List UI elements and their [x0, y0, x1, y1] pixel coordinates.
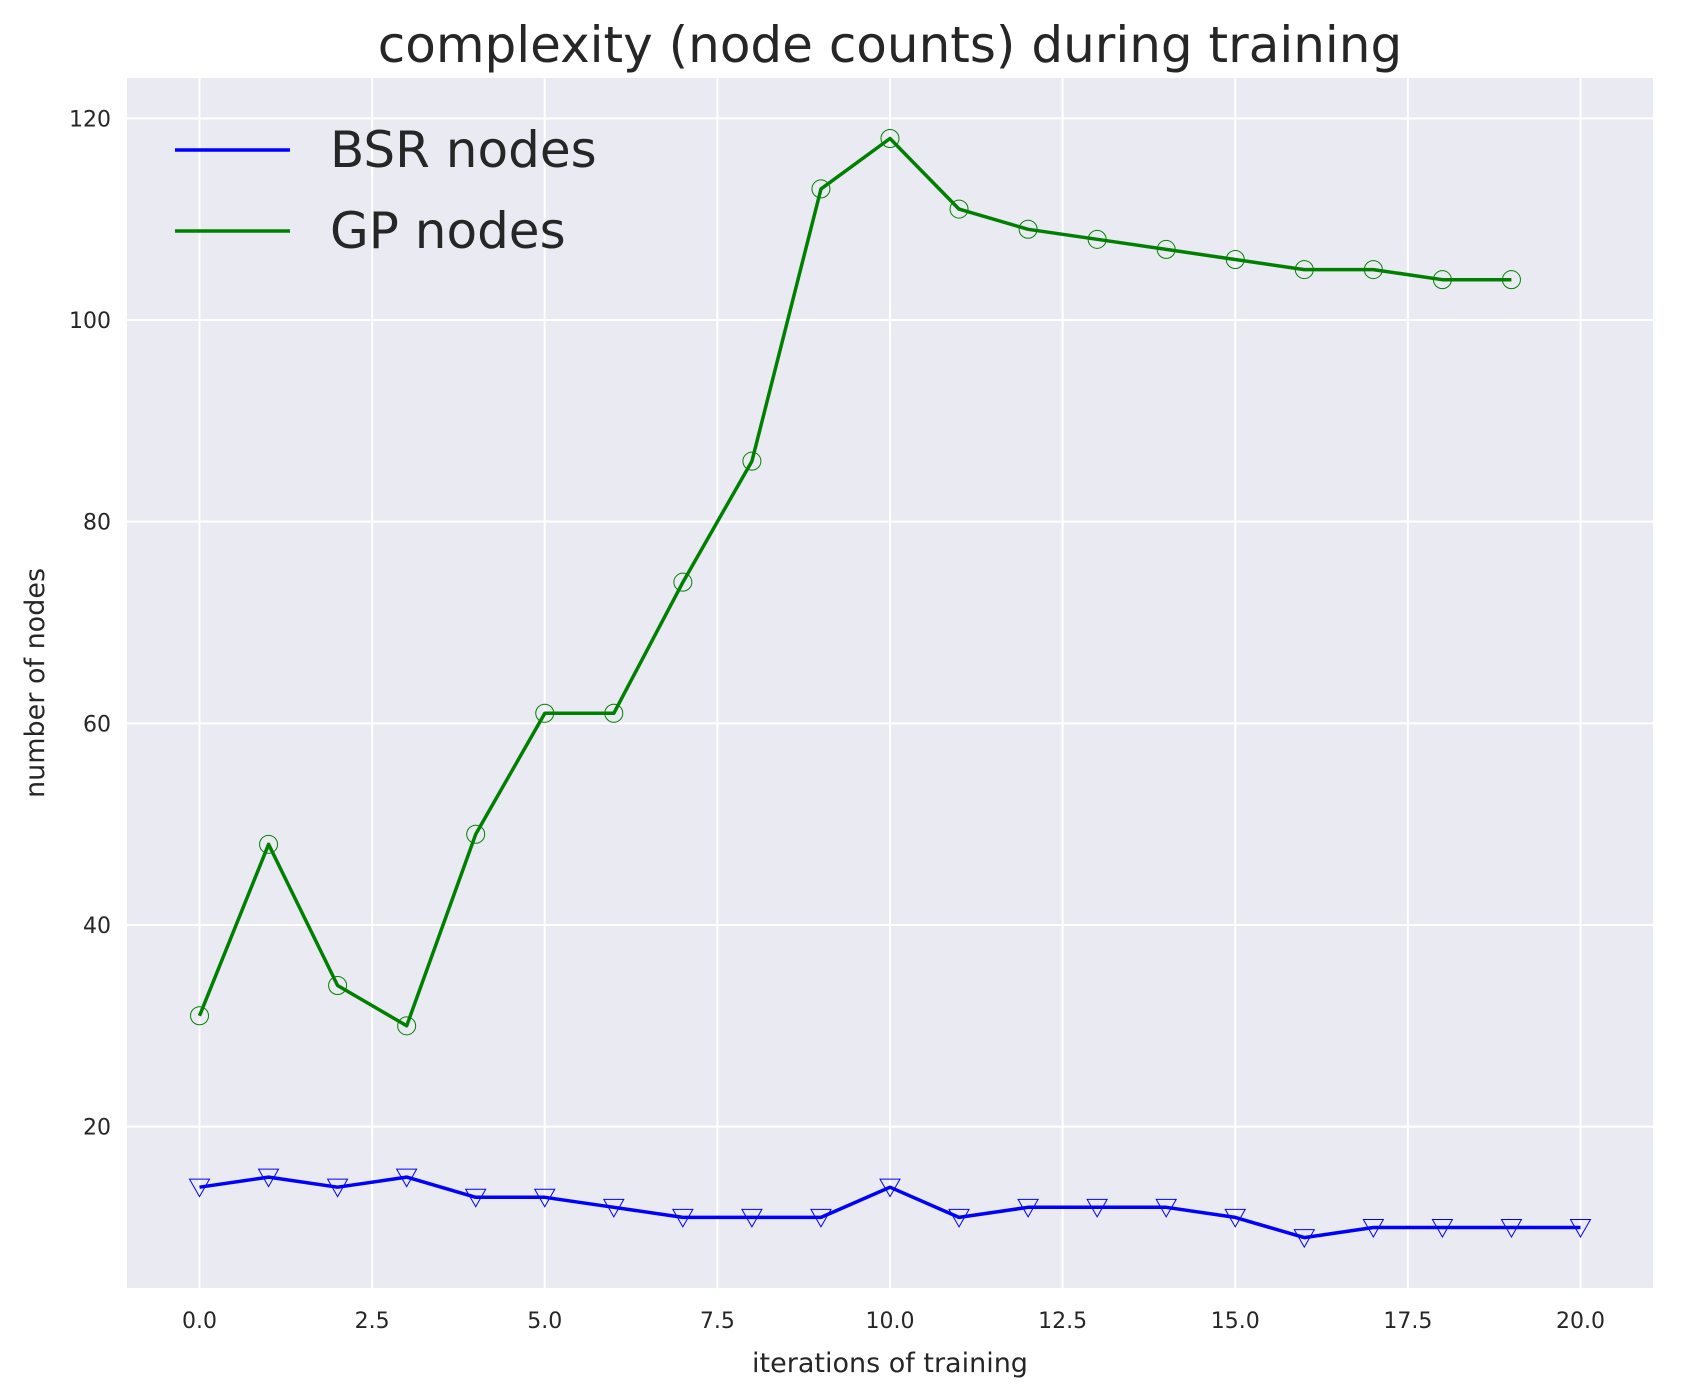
- x-tick-label: 20.0: [1556, 1309, 1605, 1334]
- tick-labels: 0.0 2.5 5.0 7.5 10.0 12.5 15.0 17.5 20.0 20 40 60 80…: [69, 107, 1605, 1334]
- bsr-nodes-point: [1293, 1229, 1316, 1249]
- gp-nodes-point: [328, 976, 348, 995]
- bsr-nodes-point: [395, 1168, 418, 1188]
- gp-nodes-point: [397, 1016, 417, 1036]
- x-tick-label: 0.0: [182, 1309, 217, 1334]
- gp-nodes-point: [259, 834, 279, 854]
- x-tick-label: 2.5: [355, 1309, 390, 1334]
- gp-nodes-point: [190, 1006, 210, 1026]
- gp-nodes-point: [673, 572, 693, 592]
- bsr-nodes-point: [602, 1198, 625, 1218]
- bsr-nodes-point: [948, 1208, 970, 1228]
- grid-lines: [127, 78, 1653, 1288]
- gp-nodes-point: [1087, 229, 1107, 249]
- gp-nodes-point: [1294, 260, 1314, 280]
- bsr-nodes-point: [326, 1178, 349, 1198]
- chart-title: complexity (node counts) during training: [378, 16, 1402, 74]
- bsr-nodes-point: [741, 1208, 763, 1228]
- x-tick-label: 15.0: [1211, 1309, 1260, 1334]
- gp-nodes-point: [466, 824, 486, 844]
- x-tick-label: 17.5: [1383, 1309, 1432, 1334]
- legend-label-bsr-nodes: BSR nodes: [330, 121, 597, 179]
- bsr-nodes-point: [810, 1208, 832, 1228]
- gp-nodes-point: [880, 129, 900, 148]
- bsr-nodes-point: [1224, 1208, 1247, 1228]
- x-tick-label: 7.5: [700, 1309, 735, 1334]
- x-tick-label: 10.0: [866, 1309, 915, 1334]
- gp-nodes-point: [1432, 270, 1452, 290]
- series-layer: [188, 129, 1592, 1249]
- gp-nodes-point: [1363, 260, 1383, 280]
- bsr-nodes-line: [199, 1175, 1581, 1240]
- bsr-nodes-point: [533, 1188, 556, 1208]
- x-tick-label: 5.0: [527, 1309, 562, 1334]
- y-tick-label: 20: [83, 1116, 111, 1141]
- y-tick-label: 80: [83, 511, 111, 536]
- bsr-nodes-point: [1362, 1219, 1385, 1239]
- gp-nodes-point: [949, 199, 969, 219]
- bsr-nodes-point: [671, 1208, 694, 1228]
- bsr-nodes-point: [1086, 1198, 1109, 1218]
- gp-nodes-point: [1501, 270, 1521, 290]
- gp-nodes-point: [742, 451, 762, 471]
- bsr-nodes-point: [464, 1188, 487, 1208]
- bsr-nodes-point: [879, 1178, 901, 1198]
- gp-nodes-point: [535, 703, 555, 723]
- y-tick-label: 60: [83, 712, 111, 737]
- bsr-nodes-point: [1569, 1219, 1592, 1239]
- gp-nodes-point: [1018, 219, 1038, 239]
- bsr-nodes-point: [1155, 1198, 1178, 1218]
- x-tick-label: 12.5: [1038, 1309, 1087, 1334]
- bsr-nodes-point: [1431, 1219, 1454, 1239]
- gp-nodes-line: [197, 136, 1512, 1028]
- gp-nodes-point: [811, 179, 831, 199]
- bsr-nodes-point: [1017, 1198, 1039, 1218]
- y-tick-label: 40: [83, 914, 111, 939]
- y-axis-label: number of nodes: [20, 568, 51, 798]
- gp-nodes-point: [604, 703, 624, 723]
- y-tick-label: 100: [69, 309, 111, 334]
- bsr-nodes-point: [257, 1168, 280, 1188]
- gp-nodes-point: [1156, 239, 1176, 259]
- bsr-nodes-point: [188, 1178, 211, 1198]
- legend-label-gp-nodes: GP nodes: [330, 202, 566, 260]
- legend: BSR nodes GP nodes: [175, 121, 597, 260]
- bsr-nodes-point: [1500, 1219, 1523, 1239]
- gp-nodes-point: [1225, 250, 1245, 269]
- y-tick-label: 120: [69, 107, 111, 132]
- x-axis-label: iterations of training: [752, 1348, 1028, 1379]
